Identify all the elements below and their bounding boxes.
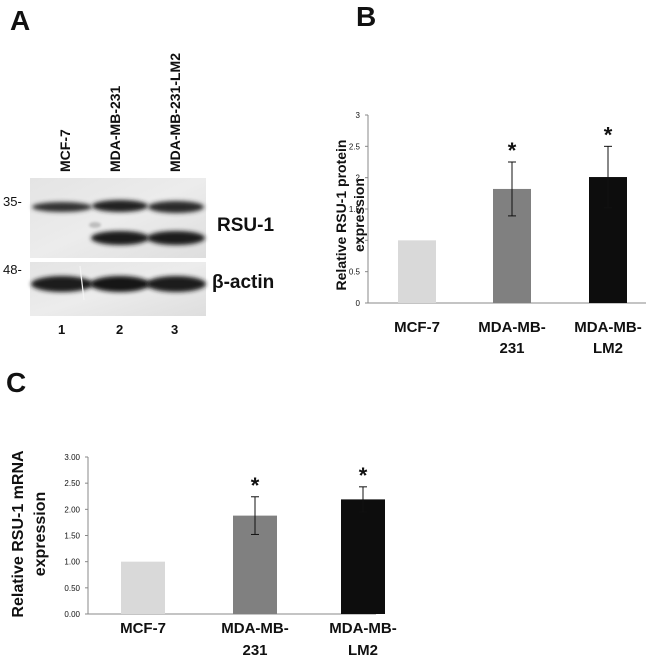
significance-star-c-1: * [251, 473, 260, 498]
lane-number-2: 2 [116, 322, 123, 337]
blot-scratch [79, 265, 85, 301]
y-axis-label-b: expression [351, 178, 367, 252]
y-tick-label-b: 0.5 [349, 268, 361, 277]
mrna-bar-chart: 0.00 0.50 1.00 1.50 2.00 2.50 3.00 MCF-7 * MDA-MB… [10, 450, 397, 659]
y-axis-label-c: Relative RSU-1 mRNA [10, 450, 27, 618]
category-label-b-1: MDA-MB- [478, 319, 545, 336]
marker-48: 48- [3, 262, 22, 277]
category-label-c-2: LM2 [348, 642, 378, 659]
y-tick-label-c: 2.00 [64, 505, 80, 514]
category-label-c-0: MCF-7 [120, 620, 166, 637]
category-label-b-1: 231 [499, 340, 524, 357]
blot-markers: 35- 48- [3, 194, 22, 277]
protein-bar-chart: 0 0.5 1 1.5 2 2.5 3 MCF-7 * MDA-MB- 231 * MDA-MB- LM2… [333, 111, 646, 357]
lane-number-3: 3 [171, 322, 178, 337]
y-tick-label-b: 3 [356, 111, 361, 120]
blot-image [30, 178, 206, 316]
bar-c-2 [341, 499, 385, 614]
category-label-b-2: LM2 [593, 340, 623, 357]
panel-a-letter: A [10, 5, 30, 36]
actin-band-lane1 [31, 276, 93, 292]
rsu1-lower-band-lane3 [147, 231, 205, 245]
significance-star-b-2: * [604, 122, 613, 147]
y-tick-label-c: 3.00 [64, 453, 80, 462]
y-tick-label-b: 0 [356, 299, 361, 308]
y-tick-label-b: 2.5 [349, 142, 361, 151]
band-label-rsu1: RSU-1 [217, 215, 274, 236]
rsu1-band-lane2 [92, 200, 148, 212]
blot-smudge [89, 222, 101, 228]
marker-35: 35- [3, 194, 22, 209]
y-tick-label-c: 0.00 [64, 610, 80, 619]
blot-lane-labels: MCF-7 MDA-MB-231 MDA-MB-231-LM2 [57, 53, 183, 172]
category-label-c-1: 231 [242, 642, 267, 659]
bar-b-0 [398, 240, 436, 303]
band-label-beta-actin: β-actin [212, 272, 274, 293]
y-axis-label-b: Relative RSU-1 protein [333, 140, 349, 291]
lane-label-mcf7: MCF-7 [57, 129, 73, 172]
rsu1-band-lane3 [148, 201, 204, 213]
lane-number-1: 1 [58, 322, 65, 337]
significance-star-b-1: * [508, 138, 517, 163]
category-label-c-2: MDA-MB- [329, 620, 396, 637]
category-label-b-0: MCF-7 [394, 319, 440, 336]
blot-band-labels: RSU-1 β-actin [212, 215, 274, 293]
y-tick-label-b: 1.5 [349, 205, 361, 214]
y-tick-label-b: 2 [356, 174, 361, 183]
y-tick-label-c: 0.50 [64, 584, 80, 593]
y-tick-label-c: 2.50 [64, 479, 80, 488]
panel-c-letter: C [6, 367, 26, 398]
y-tick-label-b: 1 [356, 236, 361, 245]
bar-c-0 [121, 561, 165, 614]
category-label-b-2: MDA-MB- [574, 319, 641, 336]
y-tick-label-c: 1.50 [64, 532, 80, 541]
significance-star-c-2: * [359, 463, 368, 488]
lane-label-mda-mb-231: MDA-MB-231 [107, 85, 123, 172]
actin-band-lane2 [90, 276, 150, 292]
lane-label-mda-mb-231-lm2: MDA-MB-231-LM2 [167, 53, 183, 172]
actin-band-lane3 [146, 276, 206, 292]
category-label-c-1: MDA-MB- [221, 620, 288, 637]
y-tick-label-c: 1.00 [64, 558, 80, 567]
rsu1-membrane [30, 178, 206, 258]
rsu1-lower-band-lane2 [91, 231, 149, 245]
rsu1-band-lane1 [32, 202, 92, 212]
panel-b-letter: B [356, 1, 376, 32]
blot-lane-numbers: 1 2 3 [58, 322, 178, 337]
y-axis-label-c: expression [32, 492, 49, 576]
